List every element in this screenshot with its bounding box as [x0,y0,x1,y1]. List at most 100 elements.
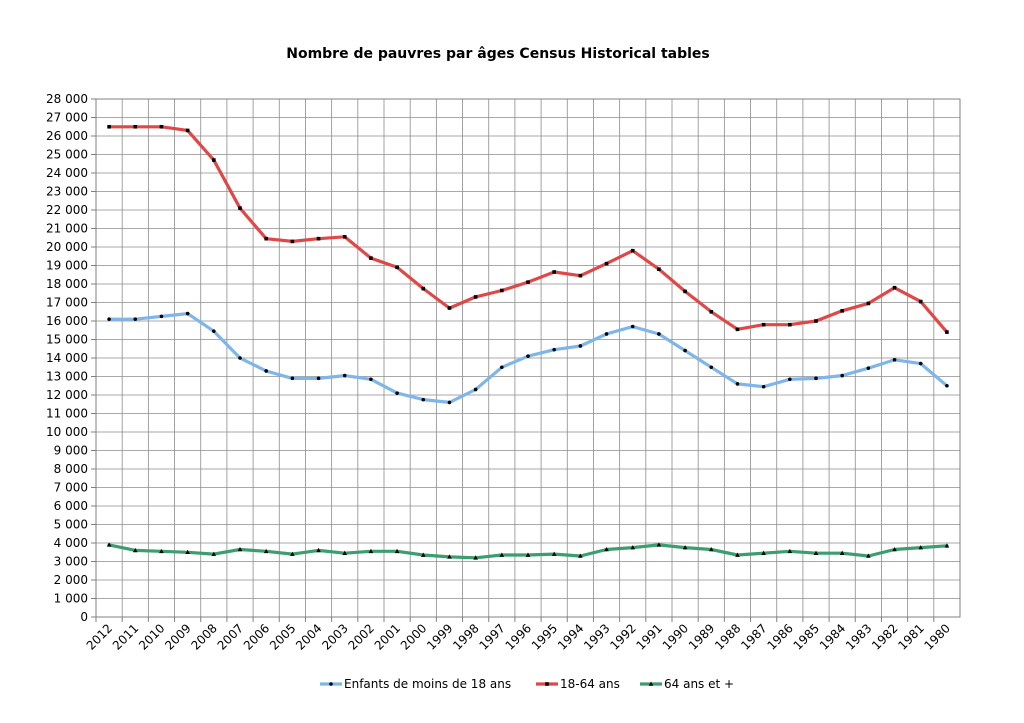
y-tick-label: 23 000 [46,185,88,199]
data-point [369,377,373,382]
data-point [552,347,556,352]
data-point [499,552,505,557]
y-tick-label: 15 000 [46,333,88,347]
data-point [290,239,295,244]
y-tick-label: 26 000 [46,129,88,143]
y-tick-label: 20 000 [46,240,88,254]
y-tick-label: 14 000 [46,351,88,365]
x-tick-label: 2001 [372,621,403,652]
data-point [657,332,661,336]
data-point [944,543,950,548]
data-point [525,552,531,557]
x-tick-label: 1988 [712,621,743,652]
data-point [682,545,688,550]
data-point [551,551,557,556]
data-point [892,358,897,362]
y-tick-label: 8 000 [54,462,88,476]
chart-title: Nombre de pauvres par âges Census Histor… [286,46,710,62]
data-point [656,542,662,547]
legend-label: 18-64 ans [560,677,620,691]
data-point [369,256,373,260]
data-point [159,124,164,129]
x-tick-label: 2002 [346,621,377,652]
y-tick-label: 27 000 [46,111,88,125]
x-tick-label: 1999 [424,621,455,652]
legend-label: 64 ans et + [664,677,734,691]
data-point [238,356,242,360]
data-point [761,384,766,389]
data-point [159,314,164,319]
x-tick-label: 1996 [503,621,534,652]
data-point [447,400,452,405]
y-tick-label: 4 000 [54,536,88,550]
data-point [263,548,269,554]
x-tick-label: 1980 [922,621,953,652]
data-point [761,550,766,555]
data-point [316,236,321,241]
grid [96,98,960,618]
y-tick-label: 22 000 [46,203,88,217]
data-point [185,128,190,133]
y-tick-label: 2 000 [54,573,88,587]
x-tick-label: 1987 [738,621,769,652]
y-tick-label: 28 000 [46,92,88,106]
y-tick-label: 16 000 [46,314,88,328]
data-point [473,387,478,392]
data-point [107,124,111,129]
data-point [630,324,635,329]
x-tick-label: 2008 [188,621,219,652]
legend-marker [329,682,333,686]
data-point [447,306,452,310]
data-point [211,551,217,556]
x-tick-label: 1998 [450,621,481,652]
data-point [500,288,504,293]
data-point [604,546,609,552]
data-point [839,550,845,555]
data-point [212,329,216,333]
series-line-2 [107,125,949,334]
data-point [185,549,190,555]
data-point [892,546,897,552]
x-tick-label: 1991 [634,621,665,652]
data-point [735,552,740,557]
y-tick-label: 17 000 [46,296,88,310]
data-point [316,547,321,553]
data-point [604,332,609,336]
data-point [264,369,268,373]
data-point [421,286,426,291]
x-tick-label: 1993 [581,621,612,652]
data-point [500,365,504,370]
data-point [866,553,871,558]
data-point [473,295,478,299]
data-point [290,551,295,556]
x-tick-label: 1995 [529,621,560,652]
data-point [683,348,687,353]
data-point [945,330,949,334]
x-axis: 2012201120102009200820072006200520042003… [84,617,953,653]
x-tick-label: 1994 [555,621,586,652]
data-point [918,545,924,550]
data-point [709,309,714,314]
x-tick-label: 1990 [660,621,691,652]
x-tick-label: 1982 [869,621,900,652]
data-point [788,377,792,382]
data-point [342,550,348,555]
y-tick-label: 7 000 [54,481,88,495]
data-point [368,548,374,554]
data-point [237,546,243,552]
data-point [735,327,740,332]
data-point [316,376,321,381]
data-point [395,265,399,270]
legend-marker [648,681,654,686]
data-point [657,267,661,271]
data-point [840,373,844,378]
y-tick-label: 6 000 [54,499,88,513]
data-point [473,555,478,560]
data-point [709,365,714,370]
y-tick-label: 25 000 [46,148,88,162]
y-tick-label: 18 000 [46,277,88,291]
legend-label: Enfants de moins de 18 ans [344,677,511,691]
x-tick-label: 2011 [110,621,141,652]
data-point [290,376,295,381]
